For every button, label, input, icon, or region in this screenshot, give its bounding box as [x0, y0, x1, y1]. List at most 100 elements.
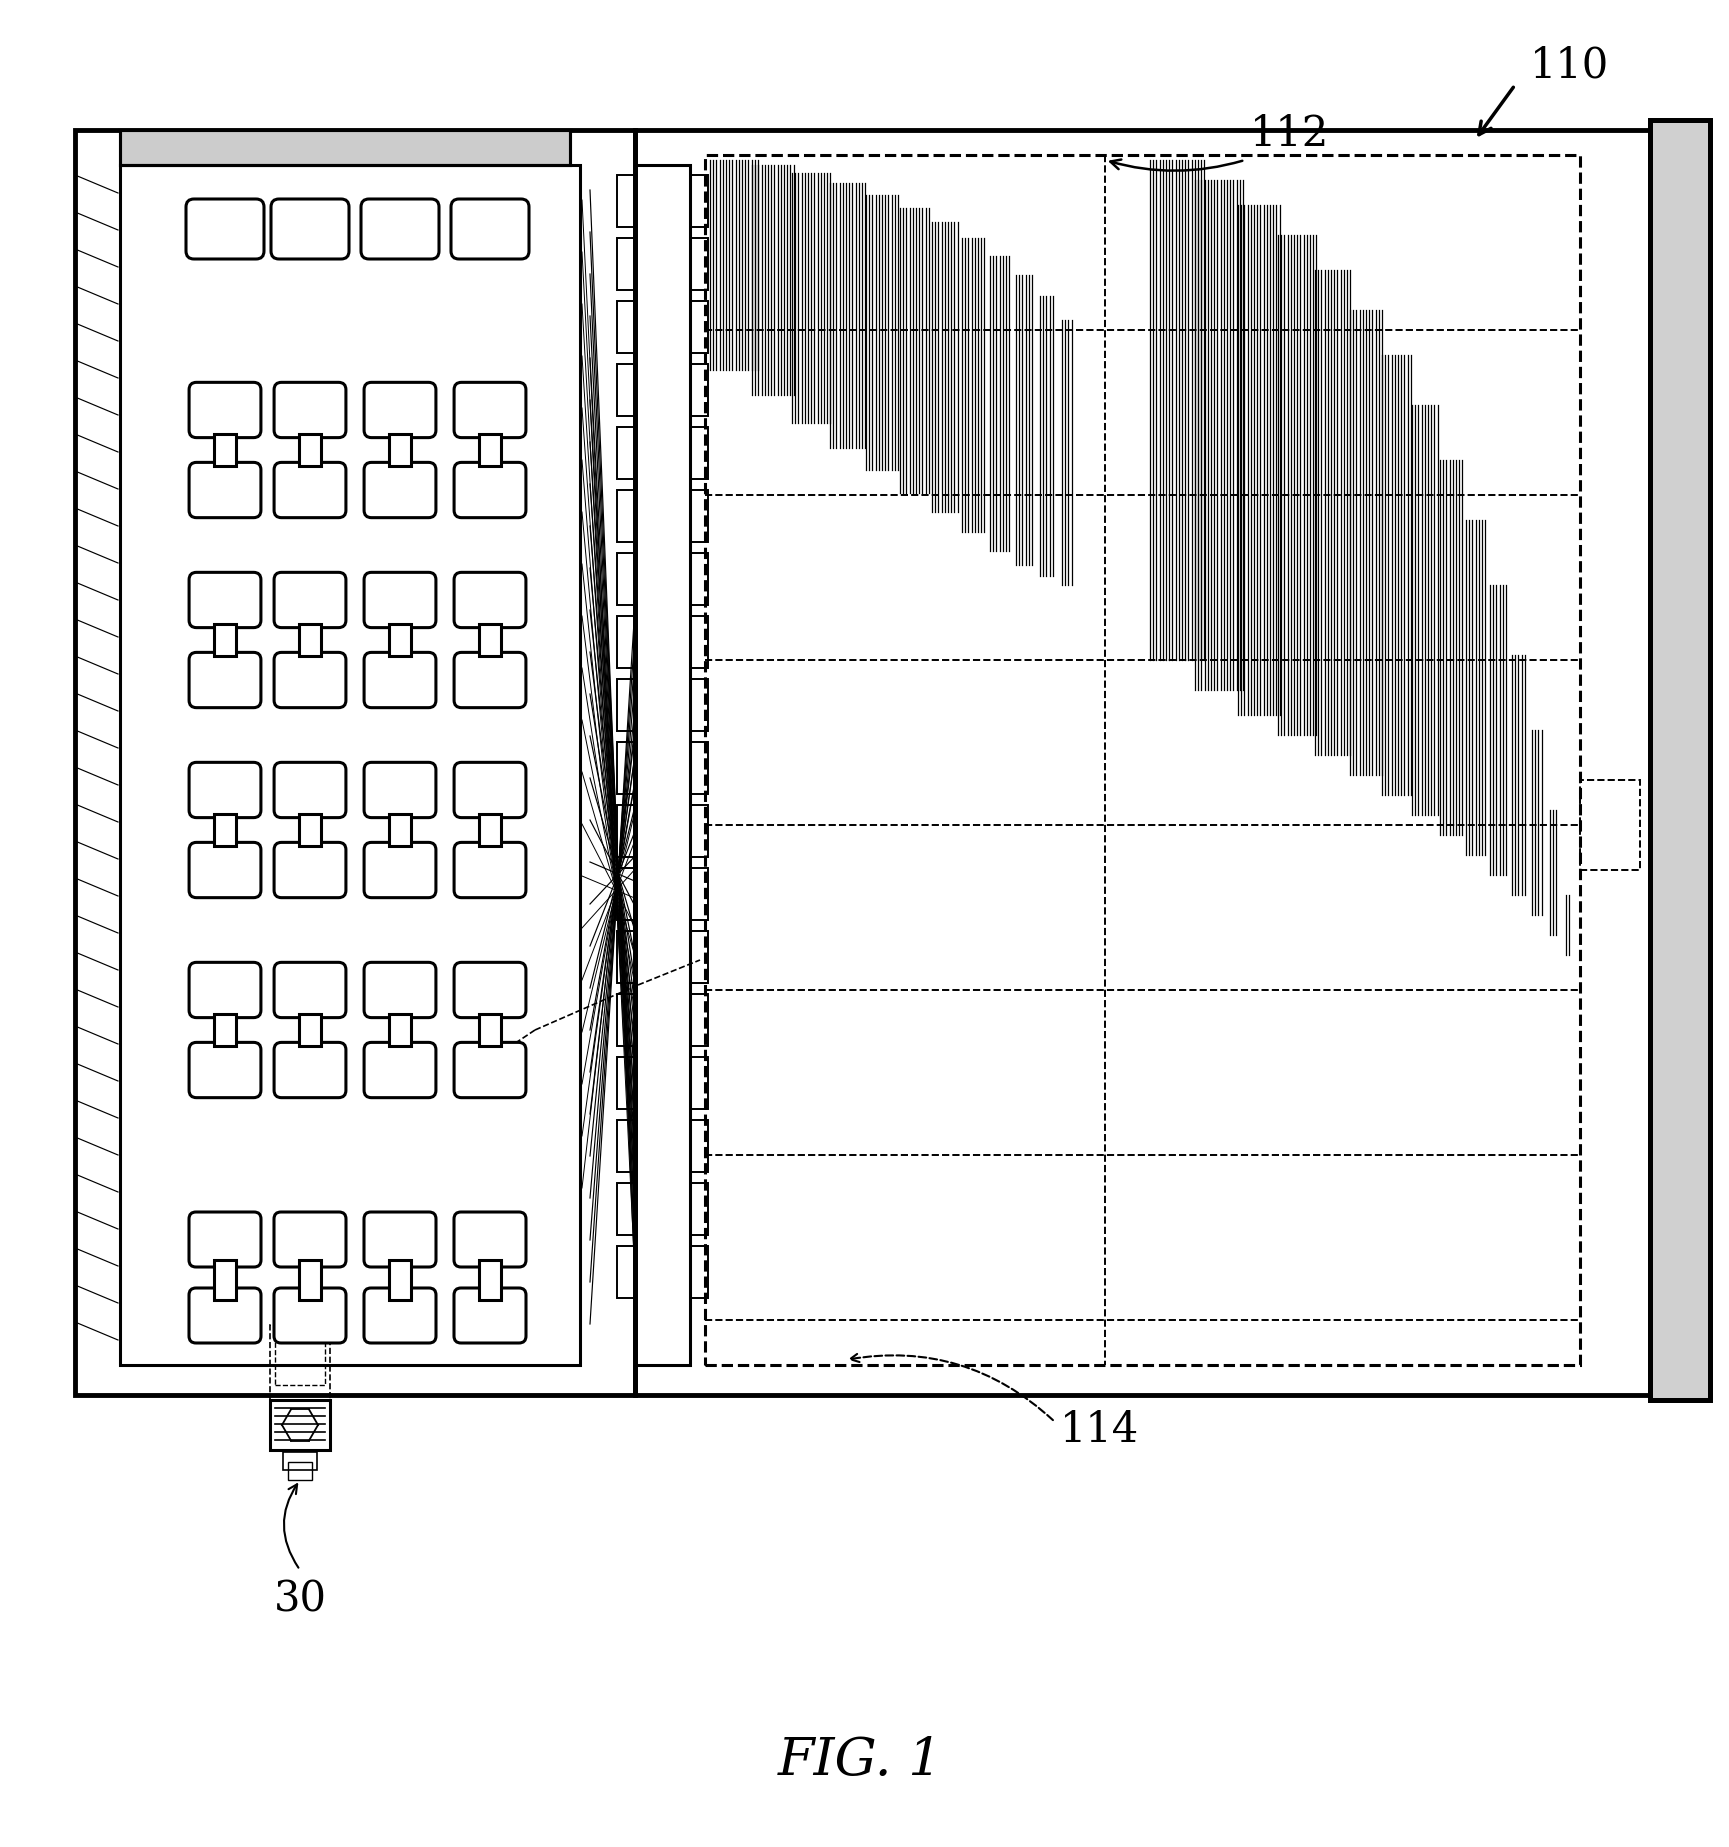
FancyBboxPatch shape — [365, 462, 436, 517]
FancyBboxPatch shape — [275, 763, 346, 818]
FancyBboxPatch shape — [275, 462, 346, 517]
Bar — [389, 624, 412, 656]
FancyBboxPatch shape — [188, 962, 261, 1018]
Bar — [214, 624, 237, 656]
Bar — [617, 175, 635, 227]
Bar — [299, 1260, 322, 1300]
FancyBboxPatch shape — [275, 842, 346, 898]
FancyBboxPatch shape — [271, 199, 349, 259]
Bar — [389, 815, 412, 846]
FancyBboxPatch shape — [188, 1042, 261, 1097]
Bar — [479, 1014, 501, 1045]
Bar — [617, 617, 635, 669]
Bar — [270, 1400, 330, 1450]
FancyBboxPatch shape — [365, 573, 436, 628]
FancyBboxPatch shape — [275, 1042, 346, 1097]
Bar — [617, 680, 635, 731]
FancyBboxPatch shape — [455, 652, 526, 707]
FancyBboxPatch shape — [273, 1212, 346, 1267]
FancyBboxPatch shape — [188, 842, 261, 898]
Bar — [690, 1182, 707, 1236]
Bar — [214, 1014, 237, 1045]
Bar — [299, 434, 322, 465]
FancyBboxPatch shape — [188, 763, 261, 818]
Bar — [690, 427, 707, 478]
Bar — [690, 805, 707, 857]
Text: 112: 112 — [1250, 113, 1330, 155]
Bar — [617, 742, 635, 794]
FancyBboxPatch shape — [455, 462, 526, 517]
Text: 114: 114 — [1060, 1409, 1139, 1452]
FancyBboxPatch shape — [188, 462, 261, 517]
Bar — [299, 624, 322, 656]
Bar — [119, 129, 571, 164]
Bar — [299, 1014, 322, 1045]
Bar — [479, 815, 501, 846]
Bar — [690, 931, 707, 983]
Bar — [635, 164, 690, 1365]
Bar — [690, 175, 707, 227]
Bar — [270, 1324, 330, 1400]
Bar — [617, 552, 635, 606]
Bar — [214, 434, 237, 465]
Bar — [617, 238, 635, 290]
FancyBboxPatch shape — [275, 573, 346, 628]
FancyBboxPatch shape — [188, 1212, 261, 1267]
Bar — [617, 427, 635, 478]
Bar — [690, 364, 707, 416]
FancyBboxPatch shape — [188, 1287, 261, 1343]
Bar — [289, 1463, 311, 1479]
Bar — [617, 994, 635, 1045]
Bar — [690, 994, 707, 1045]
Bar — [705, 155, 1580, 1365]
FancyBboxPatch shape — [455, 382, 526, 438]
Bar — [275, 1341, 325, 1385]
FancyBboxPatch shape — [273, 1287, 346, 1343]
FancyBboxPatch shape — [361, 199, 439, 259]
FancyBboxPatch shape — [455, 573, 526, 628]
Bar — [1580, 779, 1641, 870]
Bar — [617, 805, 635, 857]
FancyBboxPatch shape — [365, 962, 436, 1018]
FancyBboxPatch shape — [455, 763, 526, 818]
FancyBboxPatch shape — [451, 199, 529, 259]
Bar — [690, 238, 707, 290]
Bar — [617, 301, 635, 353]
Bar — [479, 434, 501, 465]
Bar — [389, 1014, 412, 1045]
Bar — [690, 617, 707, 669]
Bar — [299, 815, 322, 846]
FancyBboxPatch shape — [455, 1042, 526, 1097]
Bar — [690, 742, 707, 794]
FancyBboxPatch shape — [455, 842, 526, 898]
FancyBboxPatch shape — [188, 652, 261, 707]
Bar — [690, 868, 707, 920]
FancyBboxPatch shape — [275, 652, 346, 707]
Text: 110: 110 — [1530, 44, 1610, 87]
FancyBboxPatch shape — [275, 962, 346, 1018]
FancyBboxPatch shape — [455, 1212, 526, 1267]
Bar — [635, 129, 1649, 1394]
FancyBboxPatch shape — [455, 1287, 526, 1343]
Bar — [479, 624, 501, 656]
FancyBboxPatch shape — [188, 382, 261, 438]
Bar — [389, 434, 412, 465]
Bar — [690, 1247, 707, 1298]
FancyBboxPatch shape — [365, 842, 436, 898]
FancyBboxPatch shape — [187, 199, 265, 259]
Bar — [617, 1056, 635, 1108]
Bar — [617, 364, 635, 416]
FancyBboxPatch shape — [455, 962, 526, 1018]
Bar — [617, 1119, 635, 1173]
Text: FIG. 1: FIG. 1 — [778, 1734, 942, 1786]
Bar — [690, 301, 707, 353]
FancyBboxPatch shape — [365, 382, 436, 438]
FancyBboxPatch shape — [365, 652, 436, 707]
FancyBboxPatch shape — [365, 1212, 436, 1267]
Bar — [214, 1260, 235, 1300]
Bar — [617, 1182, 635, 1236]
Bar — [74, 129, 635, 1394]
Bar — [617, 868, 635, 920]
Bar — [119, 164, 579, 1365]
Bar — [119, 129, 571, 164]
